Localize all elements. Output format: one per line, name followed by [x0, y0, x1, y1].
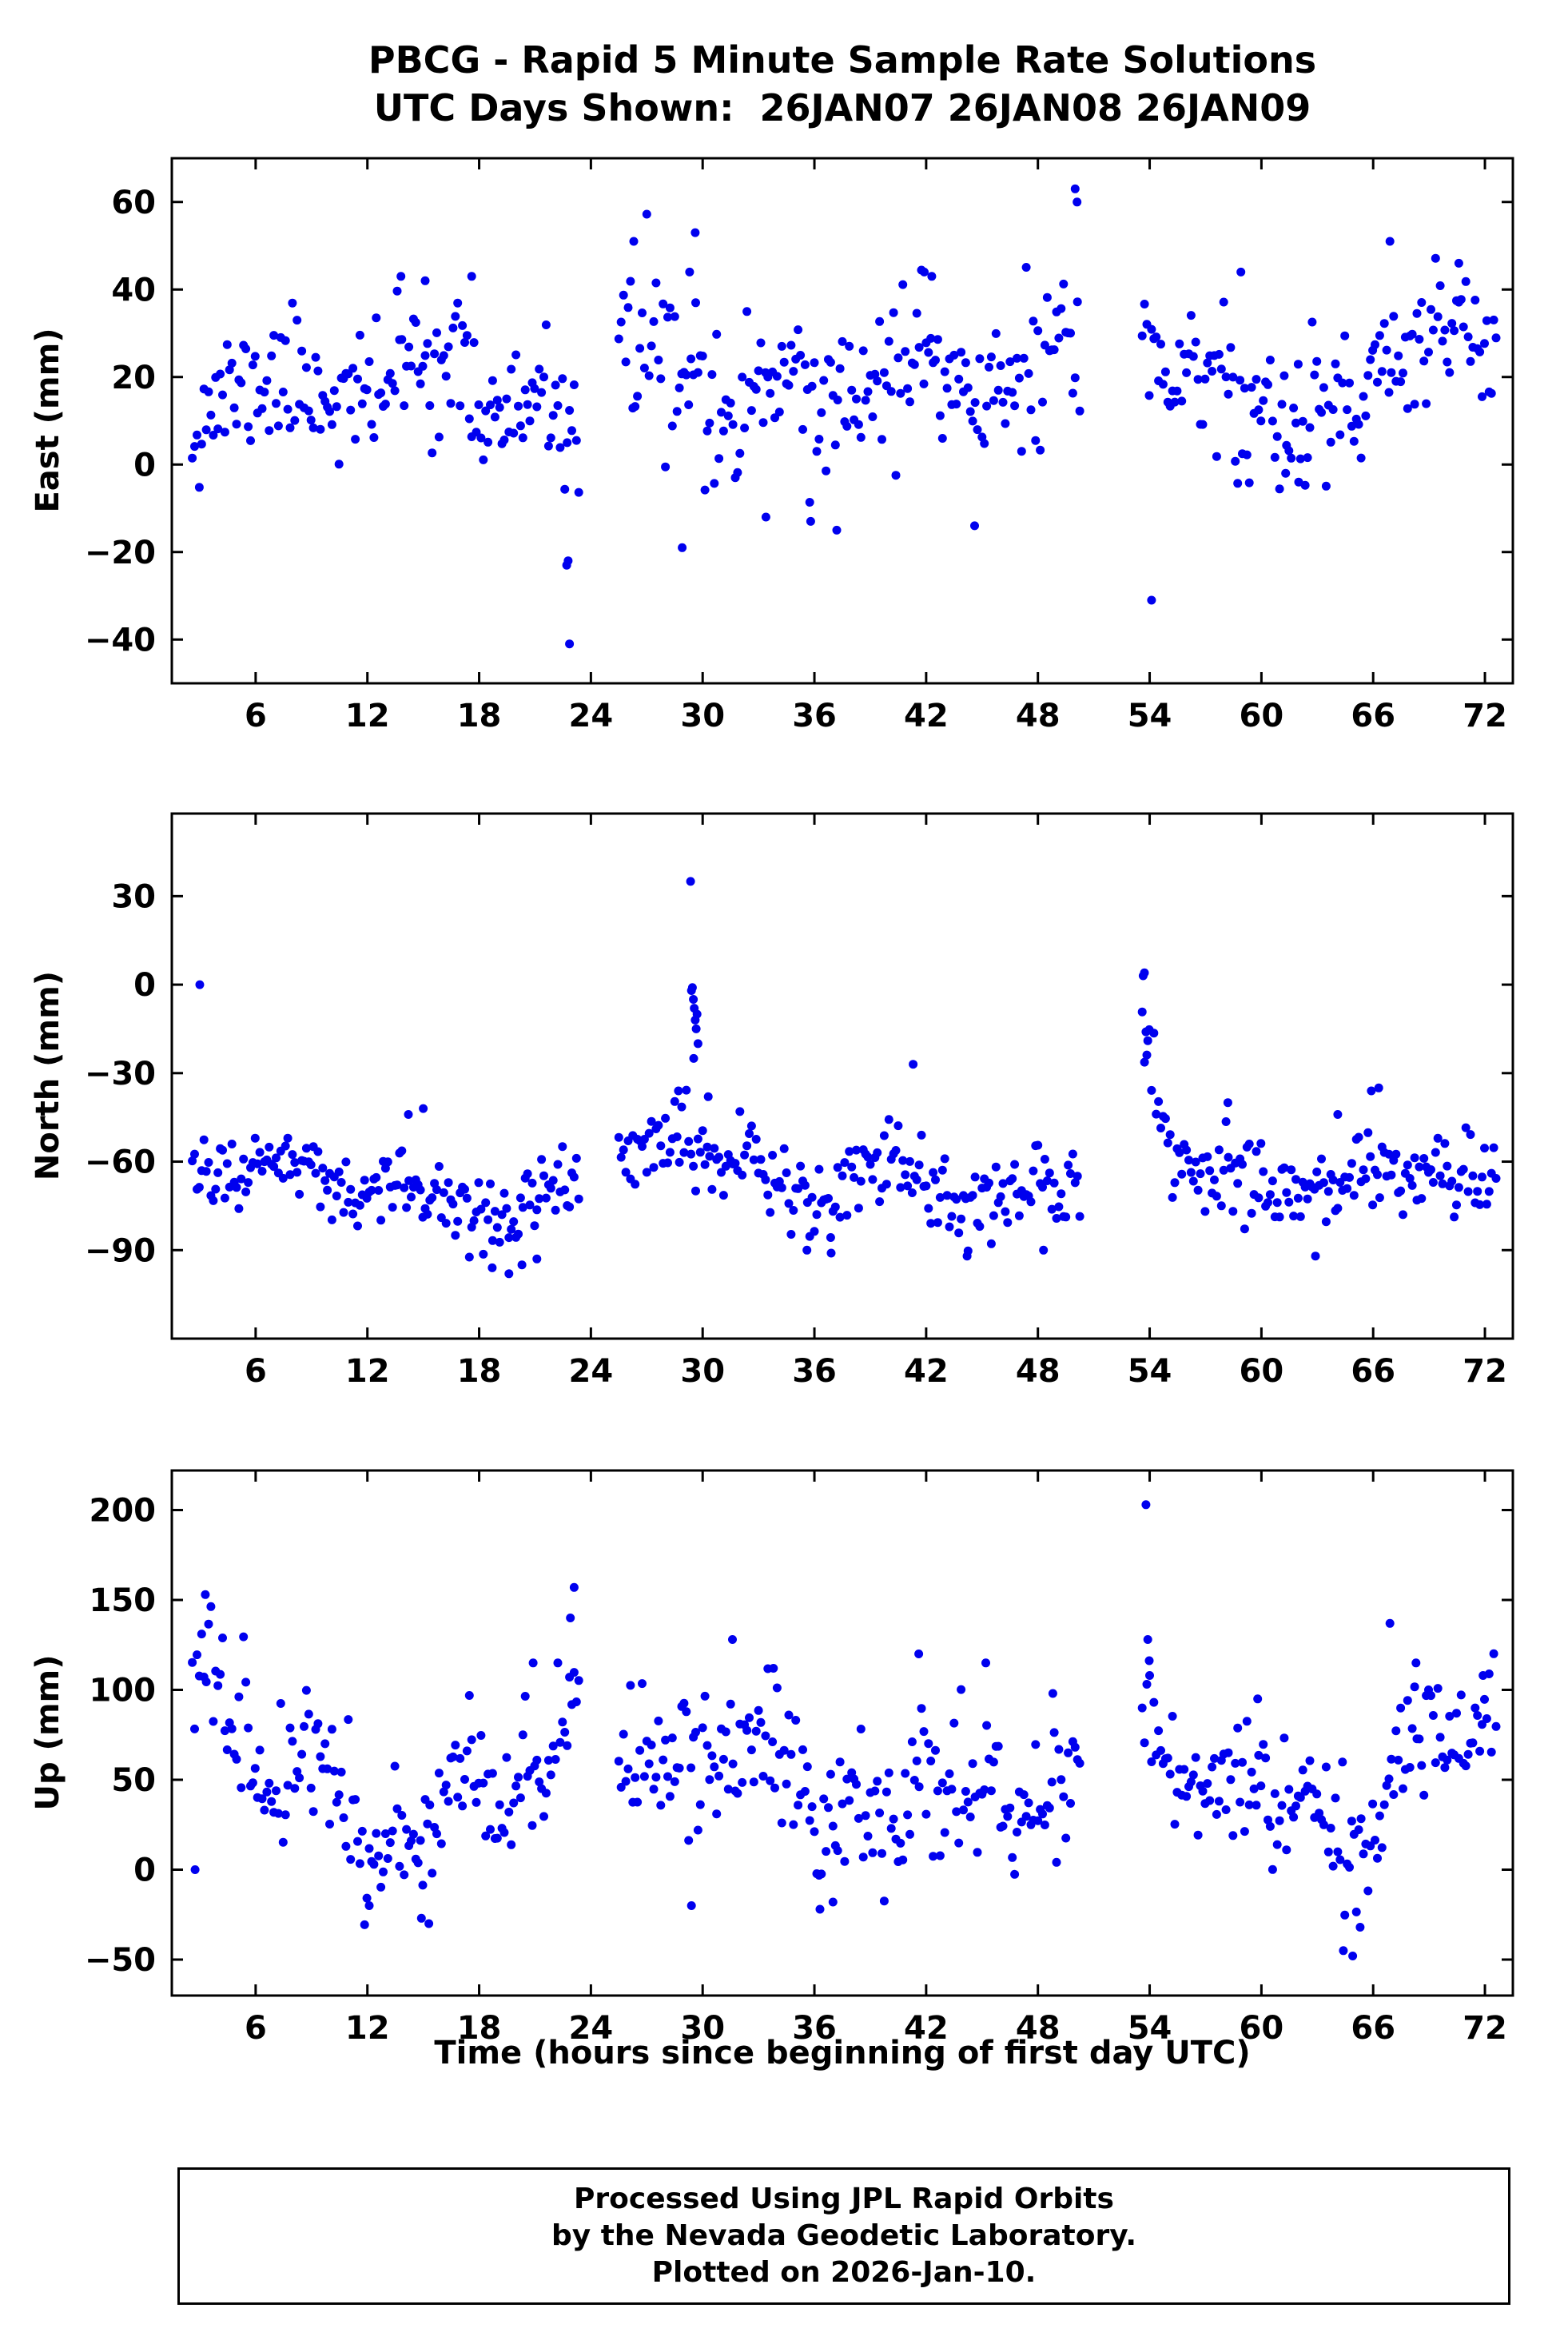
north-xtick-label: 24	[569, 1353, 614, 1390]
up-xtick-label: 30	[680, 2010, 725, 2047]
north-xtick-label: 66	[1351, 1353, 1395, 1390]
north-xtick-label: 18	[457, 1353, 502, 1390]
up-ytick-label: 0	[133, 1852, 156, 1889]
east-frame	[170, 157, 1514, 685]
north-scatter-points	[188, 877, 1501, 1279]
north-xtick-label: 60	[1240, 1353, 1284, 1390]
north-ytick-label: 0	[133, 967, 156, 1004]
north-xtick-label: 48	[1016, 1353, 1061, 1390]
up-xtick-label: 36	[792, 2010, 837, 2047]
up-xtick-label: 6	[245, 2010, 267, 2047]
up-panel: 6 12 18 24 30 36 42 48 54 60 66 72 −50 0 50 100 150 200	[85, 1469, 1514, 2047]
up-ytick-label: 200	[90, 1493, 157, 1530]
east-xtick-label: 12	[345, 698, 390, 734]
east-ytick-label: 60	[111, 185, 156, 221]
up-scatter-points	[188, 1500, 1501, 1960]
processing-note-box: Processed Using JPL Rapid Orbits by the …	[177, 2167, 1510, 2305]
north-ytick-label: 30	[111, 878, 156, 915]
up-ytick-label: 50	[111, 1762, 156, 1799]
east-xtick-label: 48	[1016, 698, 1061, 734]
east-xtick-label: 30	[680, 698, 725, 734]
east-xtick-label: 66	[1351, 698, 1395, 734]
processing-note-line2: by the Nevada Geodetic Laboratory.	[551, 2219, 1137, 2252]
north-ytick-label: −60	[85, 1144, 156, 1181]
north-xtick-label: 12	[345, 1353, 390, 1390]
east-xtick-label: 6	[245, 698, 267, 734]
east-ytick-label: 0	[133, 447, 156, 484]
up-xtick-label: 60	[1240, 2010, 1284, 2047]
up-xtick-label: 42	[904, 2010, 949, 2047]
east-ytick-label: −20	[85, 535, 156, 571]
east-xtick-label: 60	[1240, 698, 1284, 734]
north-frame	[170, 812, 1514, 1340]
north-xtick-label: 6	[245, 1353, 267, 1390]
east-ytick-label: 40	[111, 272, 156, 308]
north-ytick-label: −30	[85, 1056, 156, 1092]
up-axis-label: Up (mm)	[30, 1654, 66, 1811]
up-frame	[170, 1469, 1514, 1997]
up-ytick-label: 150	[90, 1582, 157, 1619]
east-xtick-label: 42	[904, 698, 949, 734]
east-xtick-label: 24	[569, 698, 614, 734]
up-xtick-label: 48	[1016, 2010, 1061, 2047]
north-ytick-label: −90	[85, 1232, 156, 1269]
north-xtick-label: 30	[680, 1353, 725, 1390]
processing-note-line1: Processed Using JPL Rapid Orbits	[574, 2183, 1114, 2215]
up-xtick-label: 18	[457, 2010, 502, 2047]
north-panel: 6 12 18 24 30 36 42 48 54 60 66 72 −90 −60 −30 0 30	[85, 812, 1514, 1390]
north-xtick-label: 42	[904, 1353, 949, 1390]
east-xtick-label: 18	[457, 698, 502, 734]
up-xtick-label: 12	[345, 2010, 390, 2047]
north-xtick-label: 36	[792, 1353, 837, 1390]
time-axis-label: Time (hours since beginning of first day…	[434, 2035, 1251, 2071]
up-xtick-label: 66	[1351, 2010, 1395, 2047]
north-axis-label: North (mm)	[30, 970, 66, 1181]
north-xtick-label: 72	[1463, 1353, 1507, 1390]
up-ytick-label: 100	[90, 1673, 157, 1709]
east-panel: 6 12 18 24 30 36 42 48 54 60 66 72 −40 −20 0 20 40 60	[85, 157, 1514, 734]
up-xtick-label: 72	[1463, 2010, 1507, 2047]
east-ytick-label: 20	[111, 360, 156, 396]
north-xtick-label: 54	[1128, 1353, 1172, 1390]
east-xtick-label: 36	[792, 698, 837, 734]
page-subtitle: UTC Days Shown: 26JAN07 26JAN08 26JAN09	[373, 86, 1311, 129]
up-xtick-label: 54	[1128, 2010, 1172, 2047]
east-axis-label: East (mm)	[30, 328, 66, 513]
east-scatter-points	[188, 184, 1501, 649]
up-xtick-label: 24	[569, 2010, 614, 2047]
up-ytick-label: −50	[85, 1942, 156, 1979]
east-xtick-label: 72	[1463, 698, 1507, 734]
east-ytick-label: −40	[85, 622, 156, 659]
processing-note-line3: Plotted on 2026-Jan-10.	[651, 2256, 1037, 2289]
page-title: PBCG - Rapid 5 Minute Sample Rate Soluti…	[368, 38, 1317, 82]
east-xtick-label: 54	[1128, 698, 1172, 734]
